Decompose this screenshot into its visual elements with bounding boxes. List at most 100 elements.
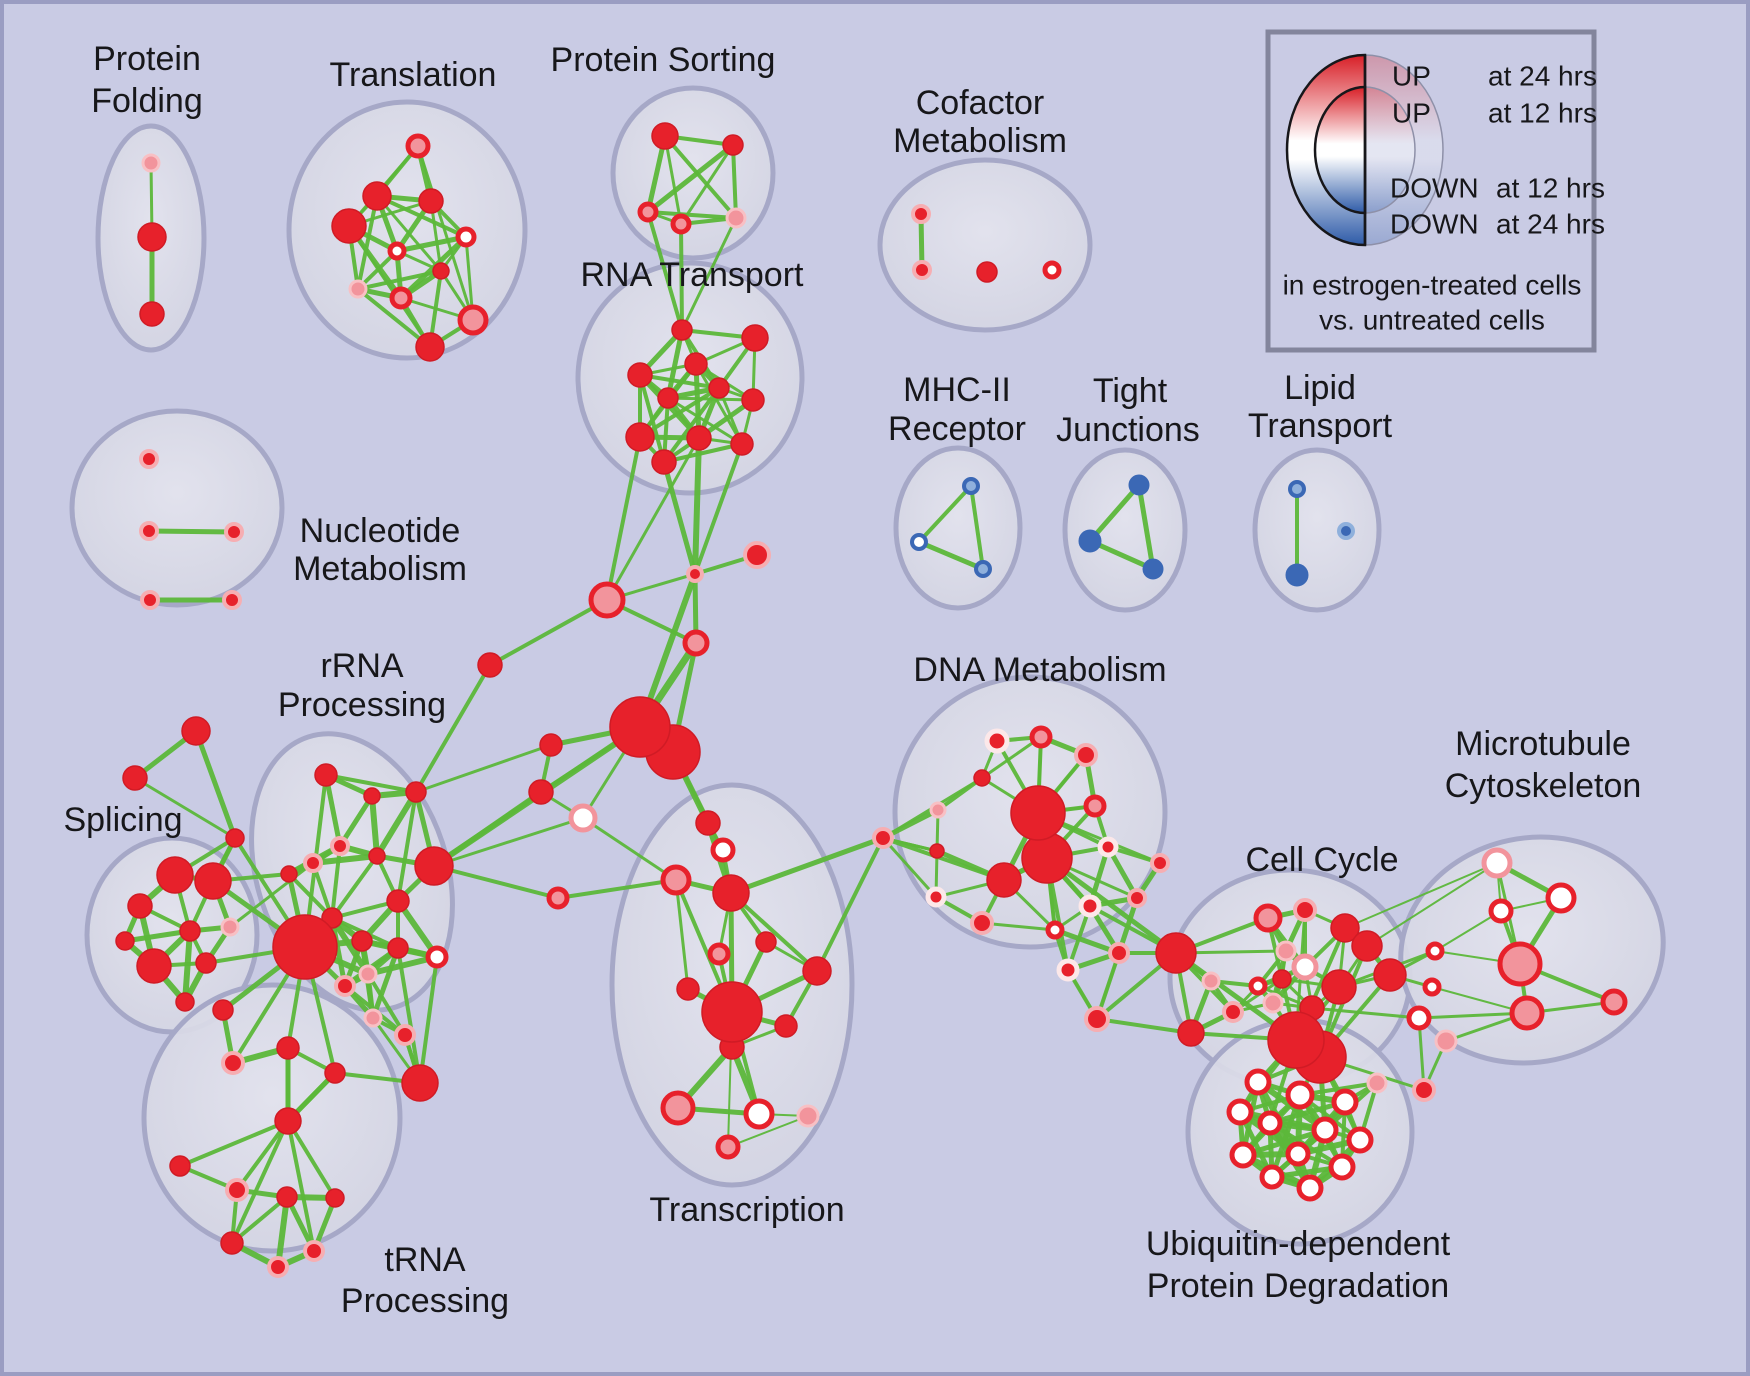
edge [310, 853, 380, 866]
legend-updown-glyph [1313, 85, 1367, 215]
edge [228, 861, 315, 929]
edge [728, 835, 886, 896]
ubiquitin-degradation-label: Ubiquitin-dependent [1146, 1225, 1451, 1263]
gene-node [387, 937, 409, 959]
edge [1240, 1127, 1328, 1158]
gene-node [741, 388, 765, 412]
gene-node [137, 222, 167, 252]
gene-node [1275, 940, 1297, 962]
gene-node [984, 728, 1010, 754]
gene-node [660, 1090, 696, 1126]
gene-node [682, 629, 710, 657]
edge [581, 816, 678, 882]
gene-node [272, 914, 338, 980]
edge [193, 728, 238, 841]
gene-node [425, 945, 449, 969]
gene-node [1346, 1126, 1374, 1154]
gene-node [1029, 725, 1053, 749]
gene-node [1021, 832, 1073, 884]
edge [394, 234, 469, 254]
edge [1136, 482, 1156, 572]
gene-node [1321, 969, 1357, 1005]
trna-processing-ellipse [141, 982, 403, 1254]
gene-node [225, 828, 245, 848]
edge [679, 143, 735, 226]
gene-node [1412, 1078, 1436, 1102]
gene-node [1201, 971, 1221, 991]
trna-processing-label: tRNA [384, 1241, 466, 1279]
gene-node [175, 992, 195, 1012]
gene-node [169, 1155, 191, 1177]
gene-node [929, 843, 945, 859]
gene-node [588, 581, 626, 619]
gene-node [1084, 1006, 1110, 1032]
gene-node [1288, 480, 1306, 498]
gene-node [539, 733, 563, 757]
gene-node [1177, 1019, 1205, 1047]
gene-node [1045, 920, 1065, 940]
gene-node [127, 893, 153, 919]
gene-node [986, 862, 1022, 898]
legend: UP at 24 hrs UP at 12 hrs DOWN at 12 hrs DOWN a… [1265, 29, 1605, 353]
edge [324, 773, 418, 794]
gene-node [432, 262, 450, 280]
gene-node [710, 837, 736, 863]
gene-node [1285, 1080, 1315, 1110]
gene-node [657, 387, 679, 409]
microtubule-cytoskeleton-label: Cytoskeleton [1445, 767, 1642, 805]
edge [815, 836, 885, 973]
gene-node [276, 1186, 298, 1208]
edge [646, 210, 738, 220]
edge [556, 878, 678, 900]
edge [1052, 927, 1122, 956]
gene-node [394, 1024, 416, 1046]
edge [369, 793, 380, 859]
gene-node [671, 319, 693, 341]
gene-node [1222, 1001, 1244, 1023]
legend-time-label: at 12 hrs [1496, 172, 1605, 203]
legend-time-label: at 24 hrs [1496, 208, 1605, 239]
network-nodes [115, 122, 1628, 1278]
rrna-processing-label: rRNA [320, 647, 403, 685]
gene-node [1042, 260, 1062, 280]
gene-node [774, 1014, 798, 1038]
edge [182, 928, 193, 1005]
gene-node [1351, 930, 1383, 962]
gene-node [221, 1051, 245, 1075]
gene-node [1497, 941, 1543, 987]
microtubule-cytoskeleton-label: Microtubule [1455, 725, 1631, 763]
rrna-processing-label: Processing [278, 686, 446, 724]
gene-node [358, 964, 378, 984]
edge [692, 435, 702, 577]
gene-node [348, 279, 368, 299]
nucleotide-metabolism-ellipse [69, 408, 285, 608]
gene-node [1285, 1141, 1311, 1167]
gene-node [194, 862, 232, 900]
gene-node [1262, 992, 1284, 1014]
gene-node [363, 787, 381, 805]
edge [694, 362, 744, 446]
gene-node [1142, 558, 1164, 580]
gene-node [715, 1134, 741, 1160]
gene-node [405, 781, 427, 803]
edge [1087, 482, 1142, 544]
gene-node [477, 652, 503, 678]
gene-node [708, 377, 730, 399]
gene-node [1155, 932, 1197, 974]
gene-node [1108, 942, 1130, 964]
edge [396, 790, 418, 903]
gene-node [136, 948, 172, 984]
gene-node [457, 304, 489, 336]
gene-node [331, 208, 367, 244]
gene-node [1337, 522, 1355, 540]
gene-node [725, 207, 747, 229]
edge [330, 844, 342, 920]
lipid-transport-ellipse [1252, 447, 1382, 613]
gene-node [743, 1098, 775, 1130]
edge [366, 972, 407, 1037]
gene-node [1248, 976, 1268, 996]
gene-node [115, 931, 135, 951]
edge [680, 216, 738, 332]
